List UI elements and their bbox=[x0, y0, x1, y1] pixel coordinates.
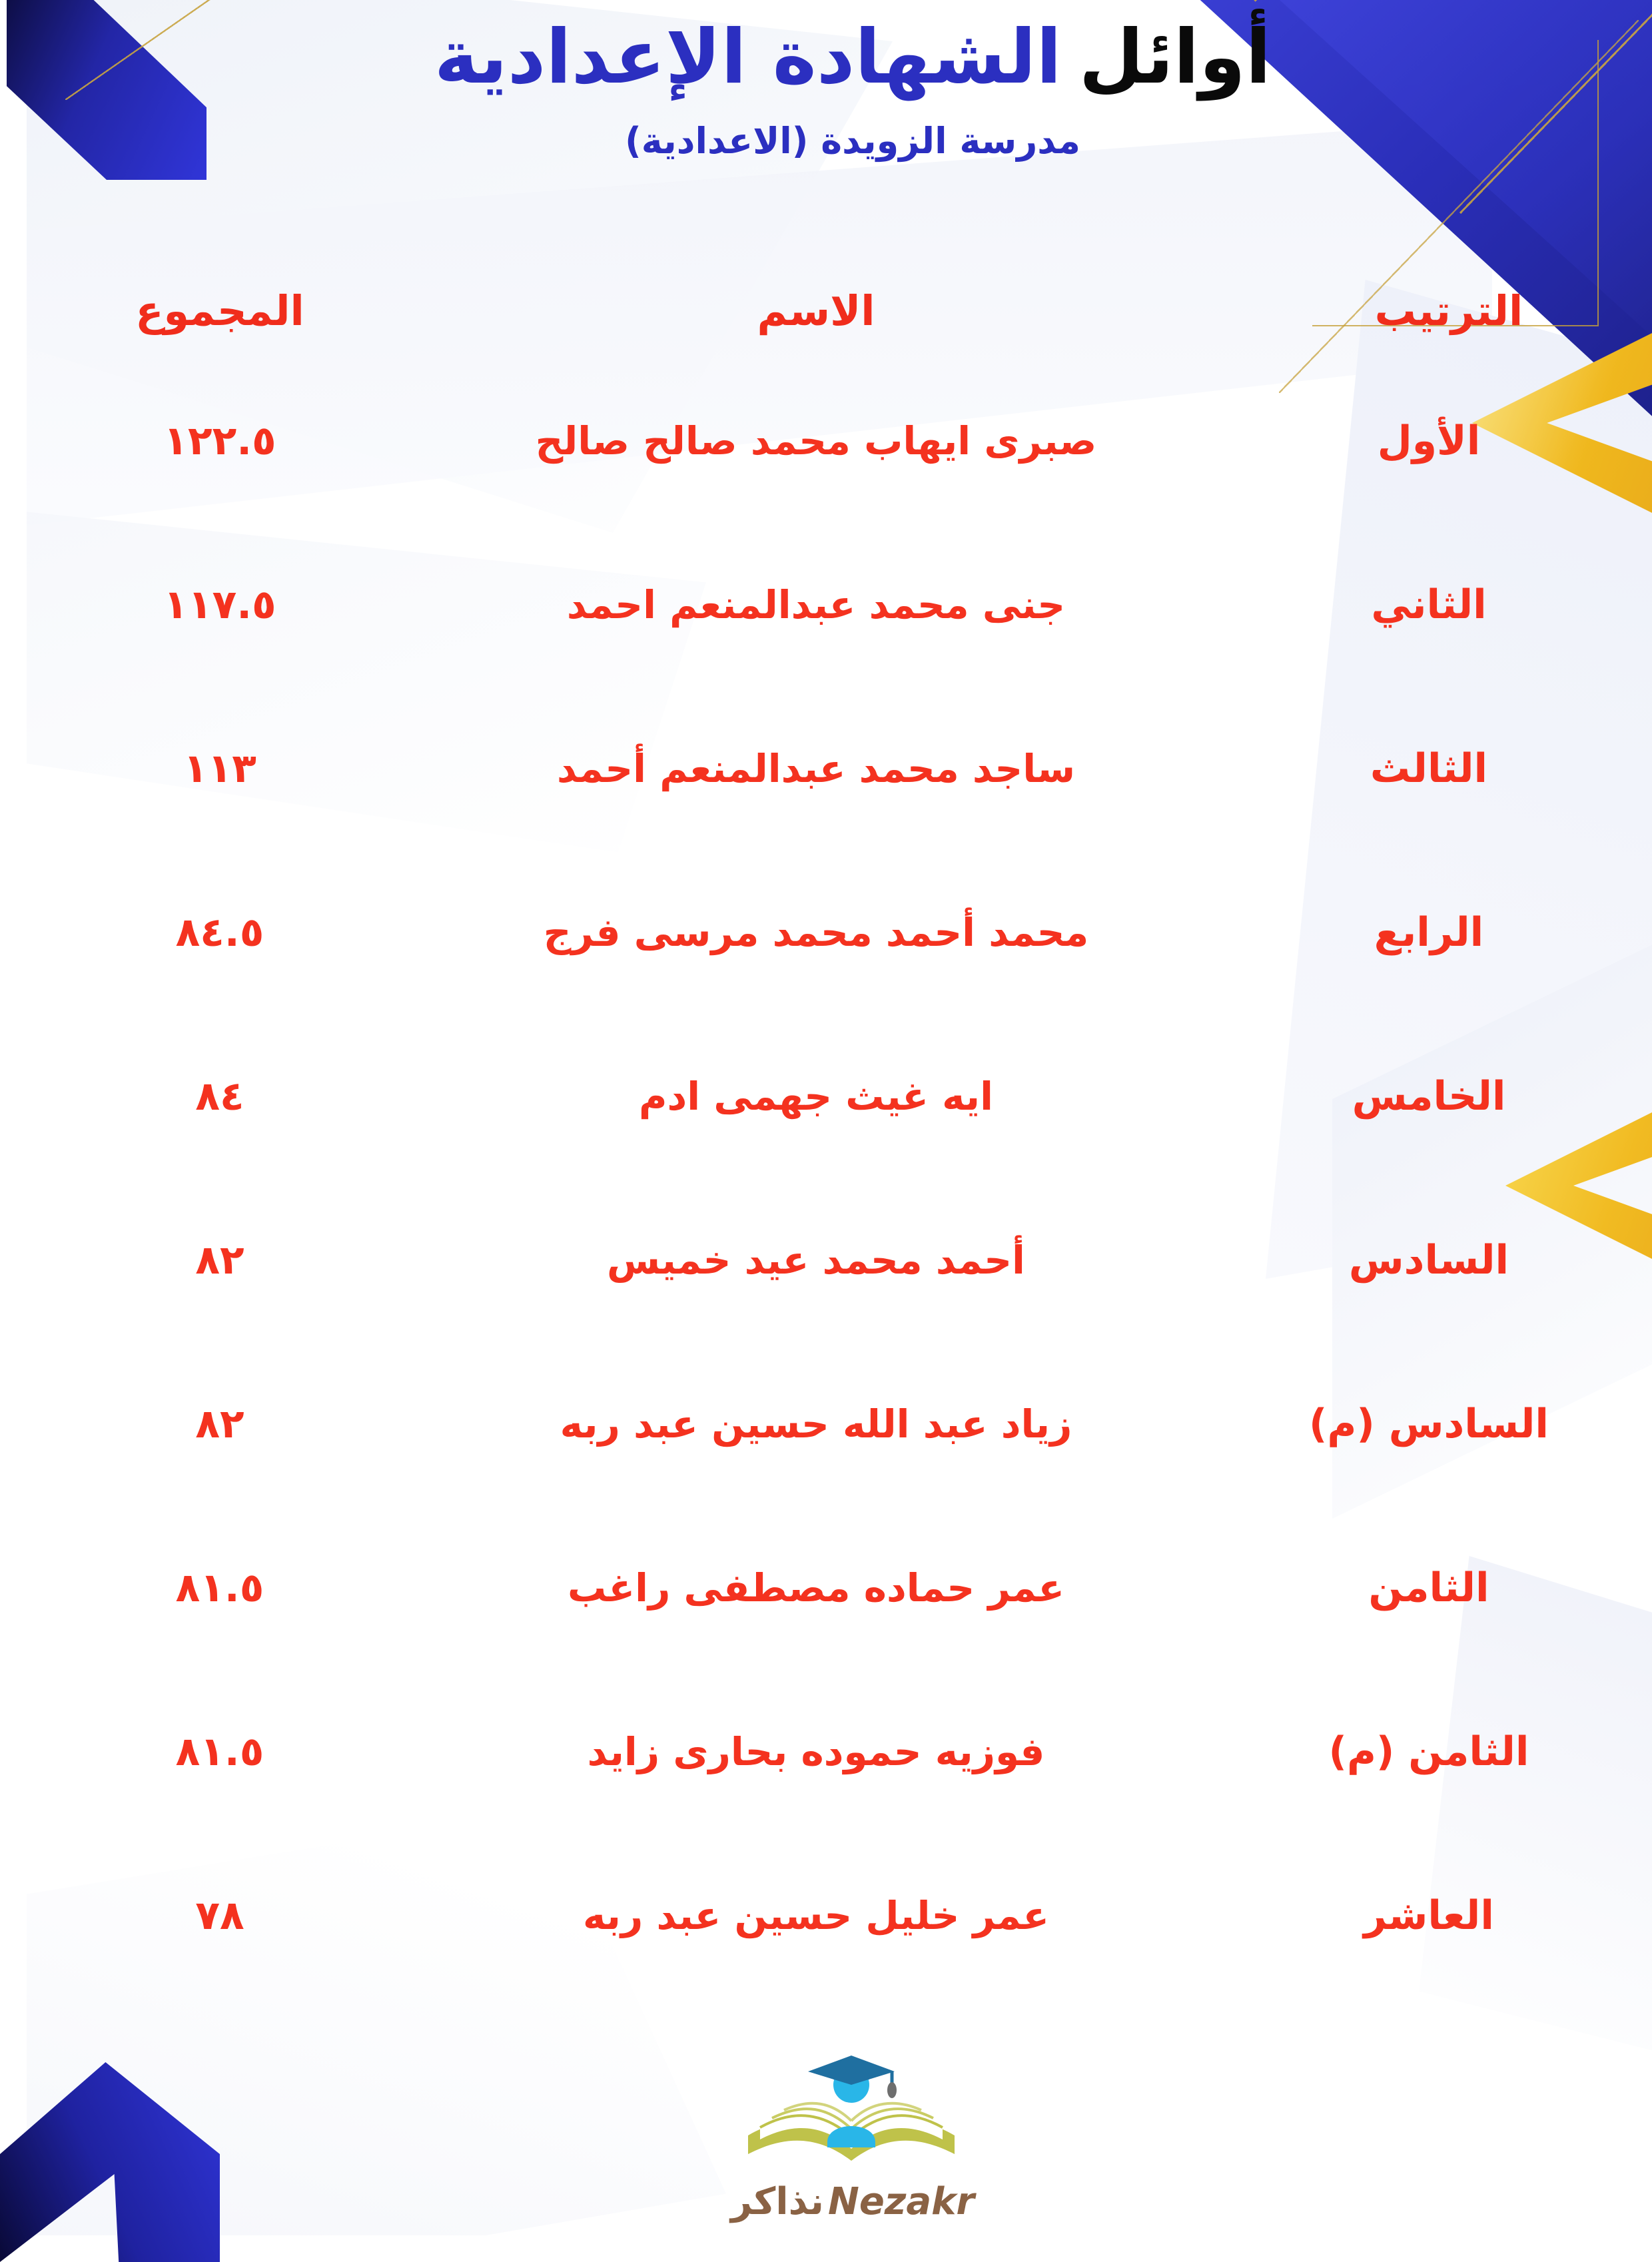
poster-page: أوائل الشهادة الإعدادية مدرسة الزويدة (ا… bbox=[0, 0, 1652, 2235]
column-header-total: المجموع bbox=[0, 266, 386, 359]
cell-name: عمر حماده مصطفى راغب bbox=[386, 1506, 1192, 1670]
cell-total: ٧٨ bbox=[0, 1834, 386, 1998]
cell-total: ٨٢ bbox=[0, 1178, 386, 1342]
honor-roll-table: الترتيب الاسم المجموع الأول صبرى ايهاب مح… bbox=[0, 266, 1652, 1998]
cell-total: ١١٧.٥ bbox=[0, 523, 386, 687]
page-title: أوائل الشهادة الإعدادية bbox=[408, 19, 1244, 97]
cell-name: زياد عبد الله حسين عبد ربه bbox=[386, 1342, 1192, 1506]
cell-rank: الثالث bbox=[1192, 687, 1652, 851]
cell-name: صبرى ايهاب محمد صالح صالح bbox=[386, 359, 1192, 523]
cell-rank: الخامس bbox=[1192, 1014, 1652, 1178]
table-header: الترتيب الاسم المجموع bbox=[0, 266, 1652, 359]
cell-rank: السادس bbox=[1192, 1178, 1652, 1342]
cell-total: ١١٣ bbox=[0, 687, 386, 851]
table-body: الأول صبرى ايهاب محمد صالح صالح ١٢٢.٥ الثان… bbox=[0, 359, 1652, 1998]
cell-total: ١٢٢.٥ bbox=[0, 359, 386, 523]
column-header-name: الاسم bbox=[386, 266, 1192, 359]
table-row: الثاني جنى محمد عبدالمنعم احمد ١١٧.٥ bbox=[0, 523, 1652, 687]
cell-name: أحمد محمد عيد خميس bbox=[386, 1178, 1192, 1342]
cell-name: فوزيه حموده بحارى زايد bbox=[386, 1670, 1192, 1834]
cell-name: عمر خليل حسين عبد ربه bbox=[386, 1834, 1192, 1998]
cell-name: جنى محمد عبدالمنعم احمد bbox=[386, 523, 1192, 687]
table-row: الرابع محمد أحمد محمد مرسى فرج ٨٤.٥ bbox=[0, 851, 1652, 1014]
cell-rank: الثامن bbox=[1192, 1506, 1652, 1670]
cell-total: ٨١.٥ bbox=[0, 1506, 386, 1670]
cell-total: ٨٤.٥ bbox=[0, 851, 386, 1014]
poster-header: أوائل الشهادة الإعدادية مدرسة الزويدة (ا… bbox=[0, 0, 1652, 260]
brand-wordmark: نذاكر Nezakr bbox=[704, 2183, 948, 2221]
honor-roll-table-container: الترتيب الاسم المجموع الأول صبرى ايهاب مح… bbox=[0, 266, 1652, 1998]
poster-footer: نذاكر Nezakr bbox=[0, 2054, 1652, 2221]
cell-rank: الثامن (م) bbox=[1192, 1670, 1652, 1834]
cell-rank: العاشر bbox=[1192, 1834, 1652, 1998]
table-row: الأول صبرى ايهاب محمد صالح صالح ١٢٢.٥ bbox=[0, 359, 1652, 523]
page-title-main-word: الشهادة الإعدادية bbox=[408, 19, 1035, 97]
table-row: الثالث ساجد محمد عبدالمنعم أحمد ١١٣ bbox=[0, 687, 1652, 851]
brand-name-latin: Nezakr bbox=[801, 2183, 948, 2221]
page-title-lead-word: أوائل bbox=[1052, 19, 1244, 97]
table-row: السادس أحمد محمد عيد خميس ٨٢ bbox=[0, 1178, 1652, 1342]
cell-total: ٨٤ bbox=[0, 1014, 386, 1178]
cell-name: محمد أحمد محمد مرسى فرج bbox=[386, 851, 1192, 1014]
table-header-row: الترتيب الاسم المجموع bbox=[0, 266, 1652, 359]
brand-name-arabic: نذاكر bbox=[704, 2183, 797, 2221]
page-subtitle: مدرسة الزويدة (الاعدادية) bbox=[598, 120, 1054, 162]
cell-rank: الأول bbox=[1192, 359, 1652, 523]
cell-rank: السادس (م) bbox=[1192, 1342, 1652, 1506]
table-row: الثامن عمر حماده مصطفى راغب ٨١.٥ bbox=[0, 1506, 1652, 1670]
cell-rank: الثاني bbox=[1192, 523, 1652, 687]
nezakr-logo-icon bbox=[716, 2054, 936, 2181]
cell-total: ٨١.٥ bbox=[0, 1670, 386, 1834]
cell-total: ٨٢ bbox=[0, 1342, 386, 1506]
cell-rank: الرابع bbox=[1192, 851, 1652, 1014]
table-row: الثامن (م) فوزيه حموده بحارى زايد ٨١.٥ bbox=[0, 1670, 1652, 1834]
table-row: العاشر عمر خليل حسين عبد ربه ٧٨ bbox=[0, 1834, 1652, 1998]
column-header-rank: الترتيب bbox=[1192, 266, 1652, 359]
cell-name: ايه غيث جهمى ادم bbox=[386, 1014, 1192, 1178]
table-row: الخامس ايه غيث جهمى ادم ٨٤ bbox=[0, 1014, 1652, 1178]
cell-name: ساجد محمد عبدالمنعم أحمد bbox=[386, 687, 1192, 851]
table-row: السادس (م) زياد عبد الله حسين عبد ربه ٨٢ bbox=[0, 1342, 1652, 1506]
